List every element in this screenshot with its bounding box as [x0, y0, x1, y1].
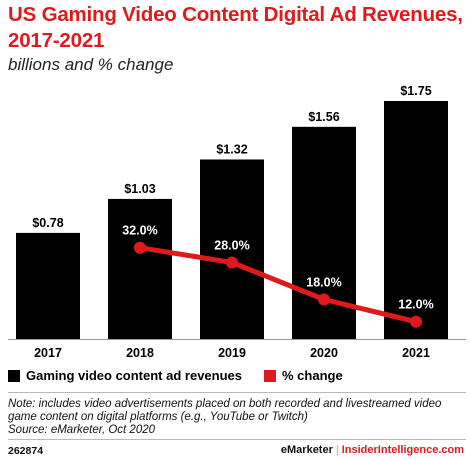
point-pct-2020 [318, 293, 330, 306]
bar-label-2018: $1.03 [124, 182, 155, 196]
legend-label-line: % change [282, 368, 343, 383]
bar-2021 [384, 101, 448, 339]
bar-label-2020: $1.56 [308, 110, 339, 124]
chart-subtitle: billions and % change [8, 55, 174, 74]
x-tick-2020: 2020 [310, 346, 338, 360]
bar-label-2021: $1.75 [400, 84, 431, 98]
chart-title: US Gaming Video Content Digital Ad Reven… [8, 3, 463, 52]
source-text: Source: eMarketer, Oct 2020 [8, 424, 156, 436]
legend-swatch-bars [8, 369, 20, 382]
x-tick-2021: 2021 [402, 346, 430, 360]
x-tick-2017: 2017 [34, 346, 62, 360]
pct-label-2018: 32.0% [122, 224, 157, 238]
line-pct-change [139, 245, 417, 325]
pct-label-2020: 18.0% [306, 276, 341, 290]
note-text: Note: includes video advertisements plac… [8, 398, 442, 423]
pct-label-2019: 28.0% [214, 239, 249, 253]
divider-top [8, 392, 466, 393]
x-tick-2019: 2019 [218, 346, 246, 360]
legend-label-bars: Gaming video content ad revenues [26, 368, 242, 383]
pct-label-2021: 12.0% [398, 298, 433, 312]
brand-site: InsiderIntelligence.com [341, 444, 464, 456]
bar-2019 [200, 159, 264, 339]
x-tick-2018: 2018 [126, 346, 154, 360]
brand-separator: | [335, 444, 339, 456]
point-pct-2021 [410, 315, 422, 328]
chart-legend: Gaming video content ad revenues % chang… [8, 368, 365, 383]
footer-brand: eMarketer | InsiderIntelligence.com [281, 444, 464, 456]
bar-label-2017: $0.78 [32, 216, 63, 230]
divider-bottom [8, 439, 466, 440]
chart-id: 262874 [8, 445, 44, 457]
bar-label-2019: $1.32 [216, 142, 247, 156]
legend-item-line: % change [264, 368, 343, 383]
point-pct-2019 [226, 256, 238, 269]
bar-2017 [16, 232, 80, 339]
legend-item-bars: Gaming video content ad revenues [8, 368, 242, 383]
bar-2018 [108, 198, 172, 339]
brand-emarketer: eMarketer [280, 444, 333, 456]
legend-swatch-line [264, 369, 276, 382]
chart-notes: Note: includes video advertisements plac… [8, 398, 466, 437]
point-pct-2018 [134, 241, 146, 254]
